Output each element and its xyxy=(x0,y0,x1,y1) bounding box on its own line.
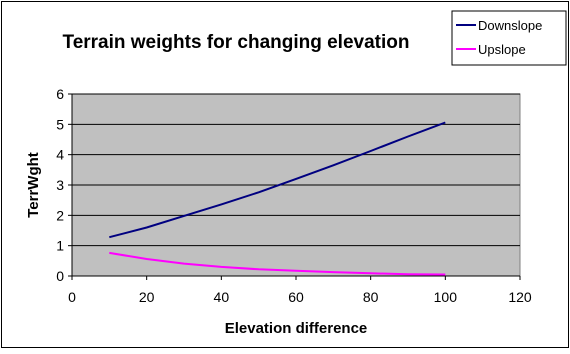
y-tick-label: 1 xyxy=(56,238,64,254)
x-tick-label: 0 xyxy=(68,289,76,305)
x-axis-label: Elevation difference xyxy=(225,320,368,337)
chart-title: Terrain weights for changing elevation xyxy=(63,32,410,53)
x-tick-label: 80 xyxy=(363,289,379,305)
y-tick-label: 5 xyxy=(56,116,64,132)
y-tick-label: 2 xyxy=(56,207,64,223)
x-tick-label: 60 xyxy=(288,289,304,305)
x-tick-label: 40 xyxy=(214,289,230,305)
y-tick-label: 4 xyxy=(56,147,64,163)
legend-label-upslope: Upslope xyxy=(478,42,526,57)
y-tick-label: 3 xyxy=(56,177,64,193)
x-tick-label: 20 xyxy=(139,289,155,305)
y-tick-label: 0 xyxy=(56,268,64,284)
legend-label-downslope: Downslope xyxy=(478,18,542,33)
x-tick-label: 100 xyxy=(434,289,458,305)
y-axis-label: TerrWght xyxy=(25,152,42,218)
legend: Downslope Upslope xyxy=(452,11,566,65)
y-tick-label: 6 xyxy=(56,86,64,102)
x-tick-label: 120 xyxy=(508,289,532,305)
